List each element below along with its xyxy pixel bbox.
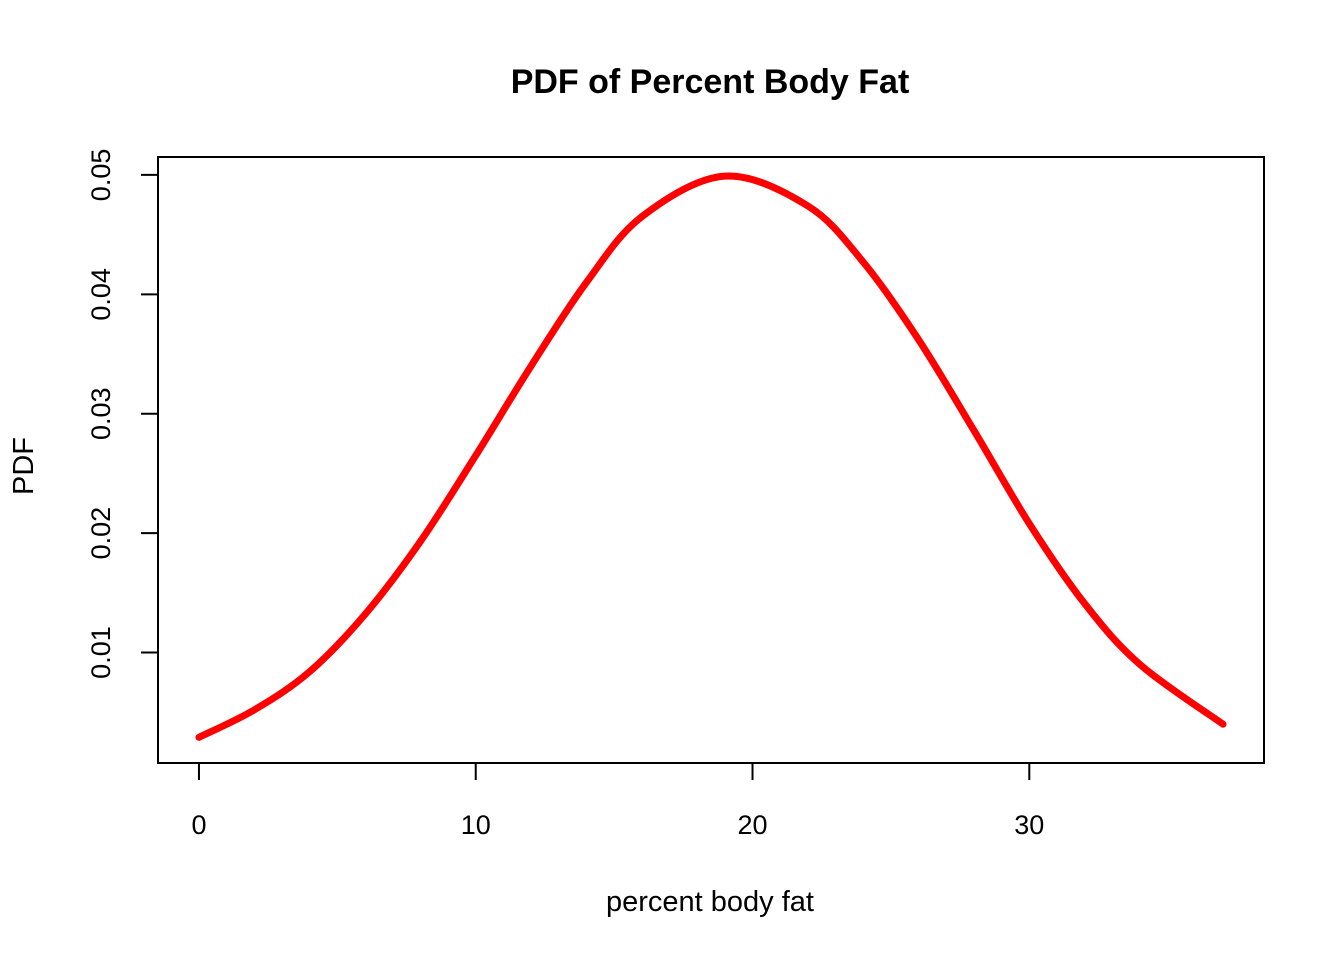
pdf-curve <box>195 172 1227 741</box>
x-tick-label: 30 <box>1014 810 1044 840</box>
x-axis-label: percent body fat <box>606 886 814 918</box>
x-tick-label: 0 <box>191 810 206 840</box>
y-tick-label: 0.02 <box>86 507 116 560</box>
x-tick-label: 10 <box>461 810 491 840</box>
y-tick-label: 0.01 <box>86 626 116 679</box>
series-layer <box>195 172 1227 741</box>
x-tick-label: 20 <box>737 810 767 840</box>
y-axis-label: PDF <box>8 437 40 495</box>
y-tick-label: 0.05 <box>86 149 116 202</box>
y-axis: 0.01 0.02 0.03 0.04 0.05 <box>86 149 159 679</box>
chart-title: PDF of Percent Body Fat <box>511 63 910 101</box>
y-tick-label: 0.04 <box>86 268 116 321</box>
plot-frame <box>157 156 1265 764</box>
y-tick-label: 0.03 <box>86 387 116 440</box>
x-axis: 0 10 20 30 <box>191 762 1044 840</box>
